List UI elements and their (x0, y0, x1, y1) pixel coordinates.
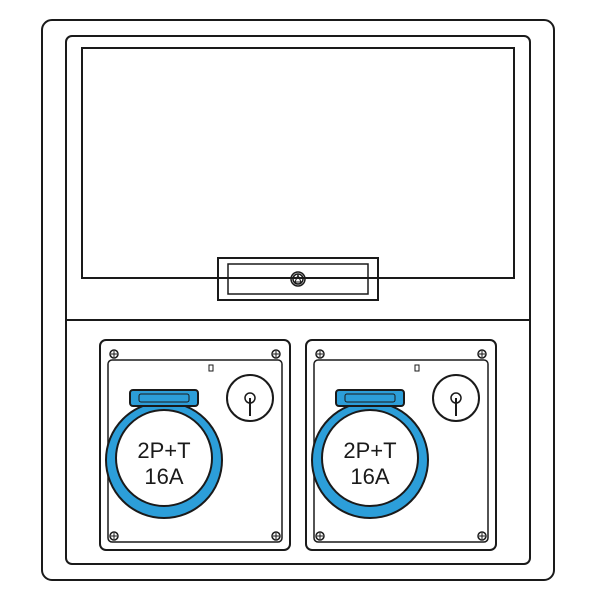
outlet-label-line1: 2P+T (343, 438, 396, 463)
diagram-stage: 2P+T16A2P+T16A (0, 0, 600, 600)
outlet-label-line1: 2P+T (137, 438, 190, 463)
outlet-label-line2: 16A (144, 464, 183, 489)
enclosure-drawing: 2P+T16A2P+T16A (0, 0, 600, 600)
outlet-cap-tab (336, 390, 404, 406)
outlet-label-line2: 16A (350, 464, 389, 489)
outlet-cap-tab (130, 390, 198, 406)
